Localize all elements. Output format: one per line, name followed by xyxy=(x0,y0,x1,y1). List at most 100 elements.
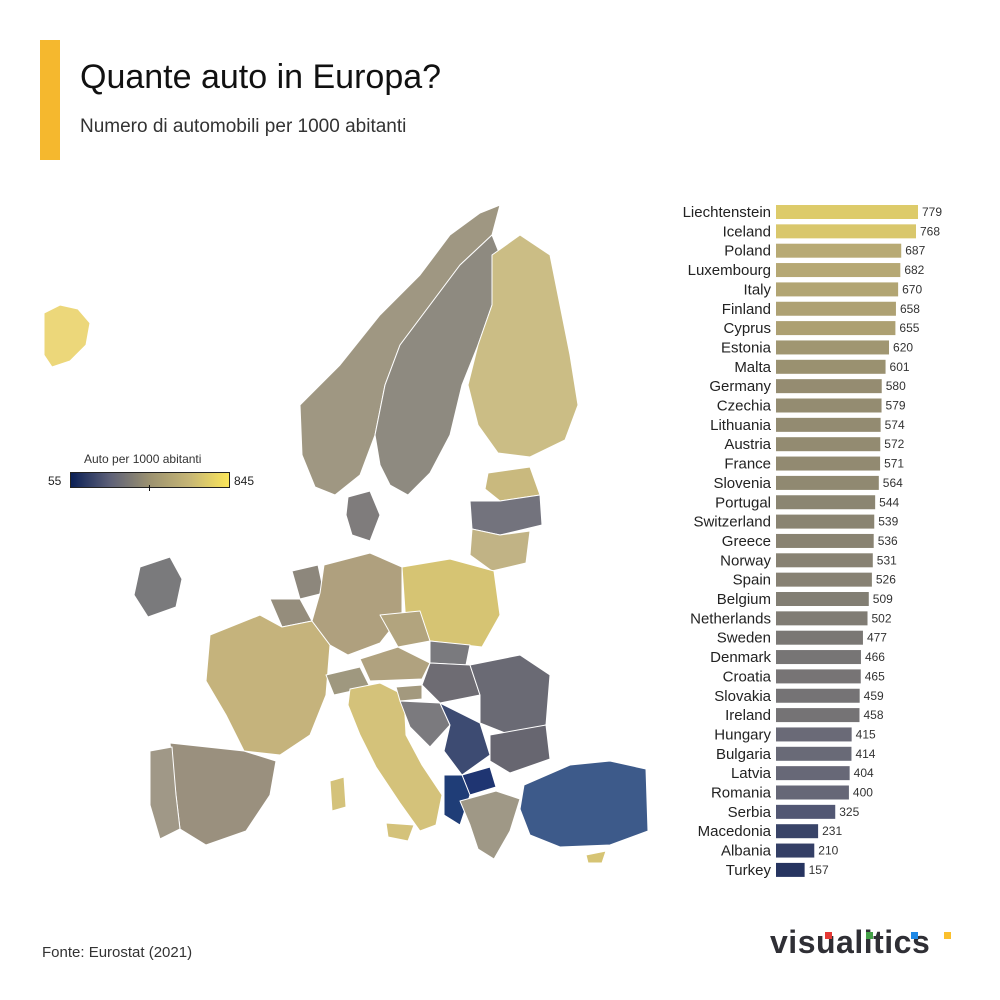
bar xyxy=(776,243,902,258)
bar-category-label: Portugal xyxy=(715,494,771,511)
bar-value-label: 459 xyxy=(864,689,884,703)
map-region-finland xyxy=(467,234,579,458)
bar xyxy=(776,340,890,355)
bar-value-label: 655 xyxy=(899,321,919,335)
bar xyxy=(776,650,861,665)
bar xyxy=(776,843,815,858)
map-region-greece xyxy=(459,790,521,860)
bar xyxy=(776,766,850,781)
bar-value-label: 404 xyxy=(854,766,874,780)
bar-category-label: Hungary xyxy=(714,726,771,743)
map-region-croatia xyxy=(399,700,451,748)
bar xyxy=(776,301,896,316)
bar-value-label: 579 xyxy=(886,399,906,413)
color-legend: Auto per 1000 abitanti 55 845 xyxy=(48,452,288,502)
legend-gradient xyxy=(70,472,230,488)
bar-value-label: 509 xyxy=(873,592,893,606)
bar xyxy=(776,804,836,819)
bar-value-label: 400 xyxy=(853,786,873,800)
page-subtitle: Numero di automobili per 1000 abitanti xyxy=(80,116,407,137)
bar xyxy=(776,398,882,413)
bar-category-label: Denmark xyxy=(710,649,771,666)
legend-title: Auto per 1000 abitanti xyxy=(84,452,202,466)
map-region-france xyxy=(205,614,331,756)
bar xyxy=(776,785,849,800)
map-region-hungary xyxy=(421,662,481,704)
legend-max: 845 xyxy=(234,474,255,488)
map-region-germany xyxy=(311,552,403,656)
bar xyxy=(776,224,916,239)
bar-category-label: Slovenia xyxy=(713,475,771,492)
accent-bar xyxy=(40,40,60,160)
bar-value-label: 231 xyxy=(822,824,842,838)
bar-category-label: Cyprus xyxy=(723,320,771,337)
bar-value-label: 465 xyxy=(865,669,885,683)
bar-value-label: 779 xyxy=(922,205,942,219)
bar-value-label: 658 xyxy=(900,302,920,316)
bar xyxy=(776,630,863,645)
bar xyxy=(776,688,860,703)
bar-value-label: 526 xyxy=(876,573,896,587)
bar-value-label: 768 xyxy=(920,224,940,238)
legend-tick xyxy=(149,485,150,491)
bar-category-label: Estonia xyxy=(721,339,772,356)
bar-value-label: 536 xyxy=(878,534,898,548)
bar xyxy=(776,553,873,568)
map-region-ireland xyxy=(133,556,183,618)
bar-category-label: France xyxy=(724,456,771,473)
bar-category-label: Liechtenstein xyxy=(683,204,771,221)
bar-category-label: Switzerland xyxy=(693,514,771,531)
brand-logo: visualitics xyxy=(770,924,931,960)
map-region-sardinia xyxy=(329,776,347,812)
bar-value-label: 325 xyxy=(839,805,859,819)
bar-value-label: 601 xyxy=(890,360,910,374)
map-region-cyprus xyxy=(585,850,607,864)
bar xyxy=(776,456,881,471)
map-region-turkey xyxy=(519,760,649,848)
bar xyxy=(776,417,881,432)
bar-value-label: 477 xyxy=(867,631,887,645)
bar xyxy=(776,263,901,278)
bar-value-label: 670 xyxy=(902,282,922,296)
bar-value-label: 620 xyxy=(893,340,913,354)
map-region-bulgaria xyxy=(489,724,551,774)
map-region-sicily xyxy=(385,822,415,842)
bar-value-label: 458 xyxy=(863,708,883,722)
bar-category-label: Sweden xyxy=(717,630,771,647)
bar-value-label: 210 xyxy=(818,844,838,858)
bar xyxy=(776,205,918,219)
bar xyxy=(776,669,861,684)
map-region-iceland xyxy=(43,304,91,368)
bar-category-label: Croatia xyxy=(723,668,772,685)
bar-value-label: 564 xyxy=(883,476,903,490)
page-title: Quante auto in Europa? xyxy=(80,58,442,96)
bar-value-label: 502 xyxy=(872,611,892,625)
bar xyxy=(776,282,899,297)
bar-value-label: 574 xyxy=(885,418,905,432)
logo-dot-yellow xyxy=(944,932,951,939)
bar xyxy=(776,727,852,742)
bar-value-label: 682 xyxy=(904,263,924,277)
bar-value-label: 539 xyxy=(878,515,898,529)
bar xyxy=(776,572,872,587)
bar-category-label: Norway xyxy=(720,552,771,569)
bar-category-label: Poland xyxy=(724,243,771,260)
map-region-austria xyxy=(359,646,431,682)
map-region-lithuania xyxy=(469,528,531,572)
bar-value-label: 414 xyxy=(855,747,875,761)
bar xyxy=(776,437,881,452)
bar-category-label: Belgium xyxy=(717,591,771,608)
map-region-denmark xyxy=(345,490,381,542)
bar-category-label: Bulgaria xyxy=(716,746,772,763)
bar-category-label: Iceland xyxy=(723,223,771,240)
bar-category-label: Latvia xyxy=(731,765,772,782)
logo-dot-blue xyxy=(911,932,918,939)
bar-category-label: Ireland xyxy=(725,707,771,724)
bar-value-label: 157 xyxy=(809,863,829,877)
bar-category-label: Macedonia xyxy=(698,823,772,840)
bar xyxy=(776,475,879,490)
bar xyxy=(776,824,819,839)
bar-value-label: 687 xyxy=(905,244,925,258)
bar-category-label: Spain xyxy=(733,572,771,589)
